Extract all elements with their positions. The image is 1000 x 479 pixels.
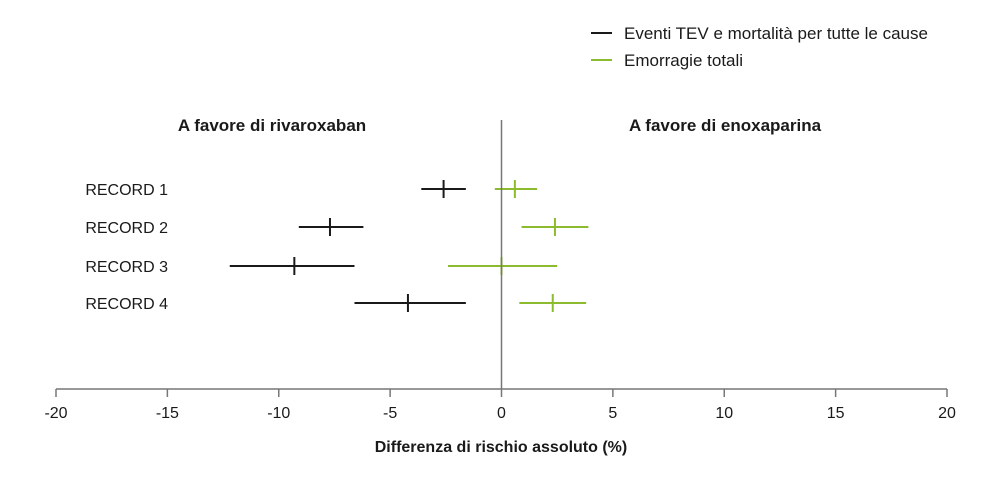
legend-label-1: Eventi TEV e mortalità per tutte le caus… <box>624 24 928 43</box>
interval-marks <box>229 180 589 312</box>
x-tick-label: 10 <box>715 405 733 422</box>
row-label: RECORD 3 <box>85 259 168 276</box>
x-tick-label: -5 <box>383 405 397 422</box>
row-label: RECORD 1 <box>85 182 168 199</box>
x-tick-label: -20 <box>44 405 67 422</box>
x-tick-label: 15 <box>827 405 845 422</box>
x-tick-label: -10 <box>267 405 290 422</box>
row-label: RECORD 4 <box>85 296 168 313</box>
x-axis-label: Differenza di rischio assoluto (%) <box>375 439 627 456</box>
x-axis: -20 -15 -10 -5 0 5 10 15 20 <box>44 120 956 422</box>
annotation-right: A favore di enoxaparina <box>629 116 822 135</box>
legend-label-2: Emorragie totali <box>624 51 743 70</box>
x-tick-label: -15 <box>156 405 179 422</box>
annotation-left: A favore di rivaroxaban <box>178 116 366 135</box>
legend: Eventi TEV e mortalità per tutte le caus… <box>591 24 928 70</box>
row-label: RECORD 2 <box>85 220 168 237</box>
x-tick-label: 0 <box>497 405 506 422</box>
row-labels: RECORD 1 RECORD 2 RECORD 3 RECORD 4 <box>85 182 168 313</box>
x-tick-label: 20 <box>938 405 956 422</box>
x-tick-label: 5 <box>608 405 617 422</box>
